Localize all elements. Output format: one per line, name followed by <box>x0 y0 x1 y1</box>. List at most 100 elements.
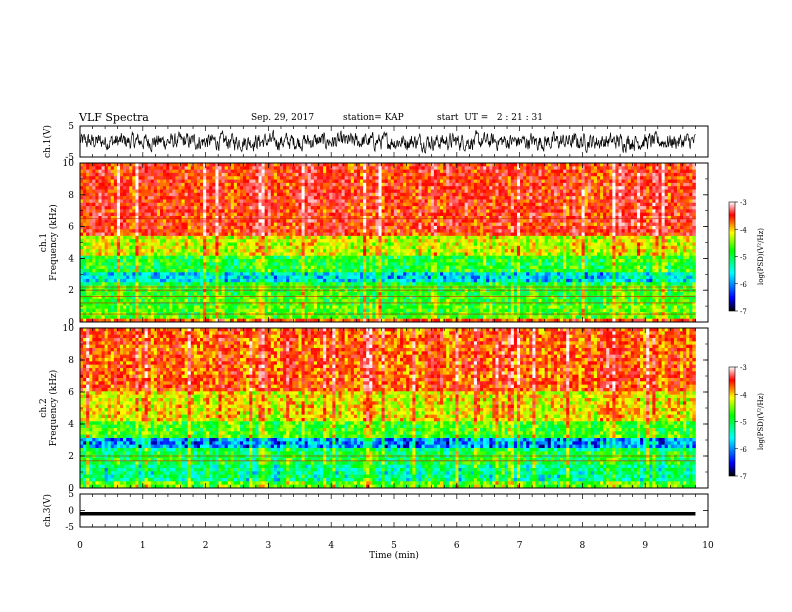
spectrogram-cell <box>492 242 496 247</box>
spectrogram-cell <box>516 179 521 184</box>
spectrogram-cell <box>627 216 632 220</box>
spectrogram-cell <box>307 166 312 171</box>
spectrogram-cell <box>424 242 429 247</box>
spectrogram-cell <box>403 199 407 204</box>
spectrogram-cell <box>569 219 573 224</box>
spectrogram-cell <box>193 186 198 190</box>
spectrogram-cell <box>332 242 336 247</box>
spectrogram-cell <box>366 192 370 197</box>
spectrogram-cell <box>286 229 290 233</box>
spectrogram-cell <box>492 212 496 217</box>
spectrogram-cell <box>421 199 426 204</box>
spectrogram-cell <box>415 216 419 220</box>
spectrogram-cell <box>83 242 87 247</box>
spectrogram-cell <box>476 192 481 197</box>
spectrogram-cell <box>156 202 161 207</box>
spectrogram-cell <box>166 209 170 214</box>
spectrogram-cell <box>381 235 386 240</box>
spectrogram-cell <box>689 222 693 227</box>
spectrogram-cell <box>523 235 527 240</box>
spectrogram-cell <box>283 202 287 207</box>
spectrogram-cell <box>646 189 650 194</box>
spectrogram-cell <box>433 186 438 190</box>
spectrogram-cell <box>246 222 250 227</box>
spectrogram-cell <box>532 216 536 220</box>
spectrogram-cell <box>236 199 241 204</box>
spectrogram-cell <box>252 222 256 227</box>
spectrogram-cell <box>209 192 213 197</box>
spectrogram-cell <box>612 229 616 233</box>
spectrogram-cell <box>547 179 552 184</box>
spectrogram-cell <box>550 212 555 217</box>
spectrogram-cell <box>236 219 241 224</box>
spectrogram-cell <box>338 189 342 194</box>
spectrogram-cell <box>104 235 109 240</box>
spectrogram-cell <box>603 202 607 207</box>
spectrogram-cell <box>532 242 536 247</box>
spectrogram-cell <box>563 202 567 207</box>
spectrogram-cell <box>366 219 370 224</box>
spectrogram-cell <box>593 225 598 230</box>
spectrogram-cell <box>676 229 681 233</box>
spectrogram-cell <box>150 219 155 224</box>
spectrogram-cell <box>270 172 275 177</box>
spectrogram-cell <box>433 166 438 171</box>
spectrogram-cell <box>415 235 419 240</box>
spectrogram-cell <box>230 225 235 230</box>
spectrogram-cell <box>261 189 266 194</box>
spectrogram-cell <box>507 166 512 171</box>
spectrogram-cell <box>144 202 149 207</box>
spectrogram-cell <box>578 219 582 224</box>
spectrogram-cell <box>633 225 638 230</box>
spectrogram-cell <box>276 186 281 190</box>
spectrogram-cell <box>276 189 281 194</box>
spectrogram-cell <box>575 199 579 204</box>
spectrogram-cell <box>676 176 681 180</box>
spectrogram-cell <box>403 186 407 190</box>
spectrogram-cell <box>353 199 358 204</box>
spectrogram-cell <box>424 222 429 227</box>
spectrogram-cell <box>363 216 367 220</box>
spectrogram-cell <box>643 225 647 230</box>
spectrogram-cell <box>593 239 598 243</box>
spectrogram-cell <box>510 235 515 240</box>
spectrogram-cell <box>541 225 546 230</box>
spectrogram-cell <box>523 206 527 210</box>
spectrogram-cell <box>590 186 595 190</box>
spectrogram-cell <box>83 166 87 171</box>
spectrogram-cell <box>236 206 241 210</box>
spectrogram-cell <box>575 235 579 240</box>
spectrogram-cell <box>587 242 592 247</box>
spectrogram-cell <box>538 176 542 180</box>
spectrogram-cell <box>403 212 407 217</box>
spectrogram-cell <box>526 206 530 210</box>
spectrogram-cell <box>406 176 410 180</box>
spectrogram-cell <box>86 219 90 224</box>
spectrogram-cell <box>150 172 155 177</box>
spectrogram-cell <box>141 225 146 230</box>
spectrogram-cell <box>184 176 189 180</box>
spectrogram-cell <box>240 169 244 174</box>
spectrogram-cell <box>516 239 521 243</box>
spectrogram-cell <box>313 196 318 200</box>
spectrogram-cell <box>120 229 124 233</box>
spectrogram-cell <box>538 179 542 184</box>
spectrogram-cell <box>430 163 435 167</box>
spectrogram-cell <box>218 222 222 227</box>
spectrogram-cell <box>209 206 213 210</box>
spectrogram-cell <box>587 216 592 220</box>
spectrogram-cell <box>396 206 401 210</box>
spectrogram-cell <box>203 166 207 171</box>
spectrogram-cell <box>116 222 121 227</box>
spectrogram-cell <box>255 212 259 217</box>
spectrogram-cell <box>193 232 198 237</box>
spectrogram-cell <box>547 239 552 243</box>
spectrogram-cell <box>510 182 515 187</box>
spectrogram-cell <box>661 209 666 214</box>
spectrogram-cell <box>560 202 564 207</box>
spectrogram-cell <box>680 222 684 227</box>
spectrogram-cell <box>636 199 641 204</box>
spectrogram-cell <box>86 192 90 197</box>
spectrogram-cell <box>255 216 259 220</box>
spectrogram-cell <box>535 169 539 174</box>
